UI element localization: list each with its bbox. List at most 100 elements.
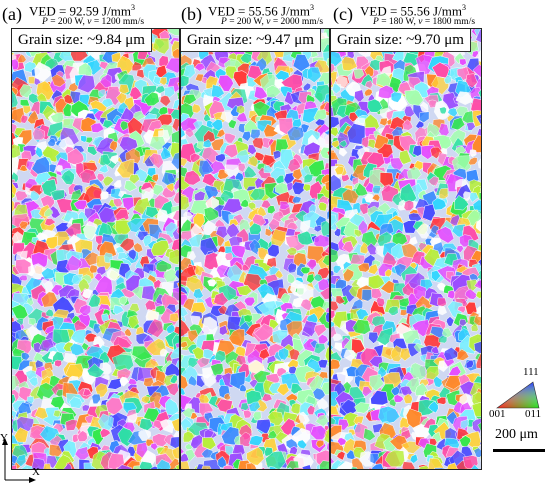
- grain-shape: [438, 306, 447, 315]
- grain-shape: [170, 437, 180, 449]
- grain-shape: [181, 195, 189, 210]
- grain-shape: [339, 148, 347, 157]
- grain-shape: [476, 291, 482, 298]
- grain-shape: [400, 348, 411, 361]
- grain-shape: [55, 360, 62, 367]
- grain-shape: [331, 128, 338, 137]
- scale-bar-line: [493, 449, 545, 452]
- axis-y-label: Y: [0, 432, 8, 444]
- grain-shape: [82, 289, 92, 298]
- grain-shape: [21, 115, 28, 124]
- grain-shape: [83, 221, 97, 240]
- grain-shape: [331, 359, 340, 369]
- grain-shape: [333, 265, 341, 273]
- grain-shape: [244, 315, 253, 323]
- grain-shape: [355, 469, 370, 470]
- panel-b-ved-exp: 3: [310, 3, 314, 12]
- grain-shape: [419, 112, 429, 123]
- grain-shape: [394, 395, 404, 403]
- panel-c-p-value: = 180 W,: [379, 17, 418, 27]
- grain-shape: [477, 469, 482, 470]
- sample-axes: Y X: [0, 434, 40, 484]
- grain-shape: [108, 378, 122, 389]
- panel-c-grain-size: Grain size: ~9.70 μm: [331, 29, 471, 52]
- panel-a-p-value: = 200 W,: [48, 17, 87, 27]
- grain-shape: [318, 359, 328, 368]
- grain-shape: [314, 324, 326, 336]
- panel-c-header: (c) VED = 55.56 J/mm3 P = 180 W, v = 180…: [333, 0, 488, 28]
- panel-b-ebsd-map: Grain size: ~9.47 μm: [180, 28, 330, 470]
- grain-shape: [333, 334, 342, 341]
- ipf-label-111: 111: [523, 366, 539, 378]
- grain-shape: [459, 59, 466, 66]
- grain-shape: [342, 175, 350, 182]
- grain-shape: [240, 385, 247, 392]
- grain-shape: [99, 164, 109, 173]
- grain-shape: [368, 332, 378, 343]
- grain-shape: [457, 246, 464, 253]
- panel-b-grain-size: Grain size: ~9.47 μm: [181, 29, 321, 52]
- grain-shape: [86, 137, 93, 143]
- scale-bar-label: 200 μm: [495, 427, 538, 443]
- grain-shape: [139, 419, 152, 431]
- panel-a-grain-size: Grain size: ~9.84 μm: [12, 29, 152, 52]
- axis-x-label: X: [32, 466, 40, 478]
- grain-shape: [43, 464, 51, 470]
- grain-shape: [292, 182, 305, 195]
- grain-shape: [446, 317, 453, 327]
- ipf-label-001: 001: [489, 408, 506, 420]
- grain-shape: [481, 46, 482, 59]
- grain-shape: [114, 180, 121, 187]
- panel-a-ebsd-map: Grain size: ~9.84 μm: [11, 28, 180, 470]
- grain-shape: [244, 166, 256, 179]
- panel-b-grain-image: [181, 29, 330, 470]
- grain-shape: [478, 158, 482, 170]
- grain-shape: [378, 406, 400, 424]
- grain-shape: [372, 185, 380, 194]
- ipf-color-key: 111 001 011: [487, 370, 547, 420]
- panel-c-params: P = 180 W, v = 1800 mm/s: [373, 17, 475, 27]
- grain-shape: [439, 188, 448, 199]
- panel-b-v-value: = 2000 mm/s: [270, 17, 323, 27]
- grain-shape: [225, 133, 236, 143]
- grain-shape: [384, 467, 397, 470]
- grain-shape: [253, 412, 261, 420]
- grain-shape: [481, 217, 482, 227]
- grain-shape: [48, 138, 56, 146]
- grain-shape: [153, 38, 169, 54]
- grain-shape: [75, 447, 90, 462]
- grain-shape: [101, 192, 109, 200]
- grain-shape: [482, 43, 483, 54]
- grain-shape: [268, 206, 276, 214]
- grain-shape: [243, 410, 251, 418]
- grain-shape: [479, 193, 482, 201]
- panel-b-letter: (b): [181, 4, 202, 25]
- panel-b-params: P = 200 W, v = 2000 mm/s: [221, 17, 323, 27]
- panel-a-header: (a) VED = 92.59 J/mm3 P = 200 W, v = 120…: [2, 0, 177, 28]
- grain-shape: [314, 225, 322, 232]
- grain-shape: [481, 439, 482, 455]
- grain-shape: [113, 305, 124, 314]
- grain-shape: [166, 398, 180, 415]
- panel-a-v-value: = 1200 mm/s: [91, 17, 144, 27]
- ipf-label-011: 011: [525, 408, 541, 420]
- panel-a-letter: (a): [2, 4, 22, 25]
- grain-shape: [477, 307, 482, 314]
- panel-a-ved-exp: 3: [131, 3, 135, 12]
- grain-shape: [481, 362, 482, 369]
- grain-shape: [371, 391, 389, 406]
- grain-shape: [249, 436, 263, 446]
- grain-shape: [354, 90, 364, 103]
- panel-c-letter: (c): [333, 4, 353, 25]
- panel-b-header: (b) VED = 55.56 J/mm3 P = 200 W, v = 200…: [181, 0, 331, 28]
- grain-shape: [306, 274, 314, 284]
- grain-shape: [170, 313, 179, 322]
- grain-shape: [98, 90, 105, 98]
- panel-c-grain-image: [331, 29, 482, 470]
- grain-shape: [29, 318, 36, 326]
- panel-c-ved-exp: 3: [462, 3, 466, 12]
- grain-shape: [480, 455, 482, 468]
- grain-shape: [371, 289, 382, 300]
- panel-c-v-value: = 1800 mm/s: [422, 17, 475, 27]
- panel-b-p-value: = 200 W,: [227, 17, 266, 27]
